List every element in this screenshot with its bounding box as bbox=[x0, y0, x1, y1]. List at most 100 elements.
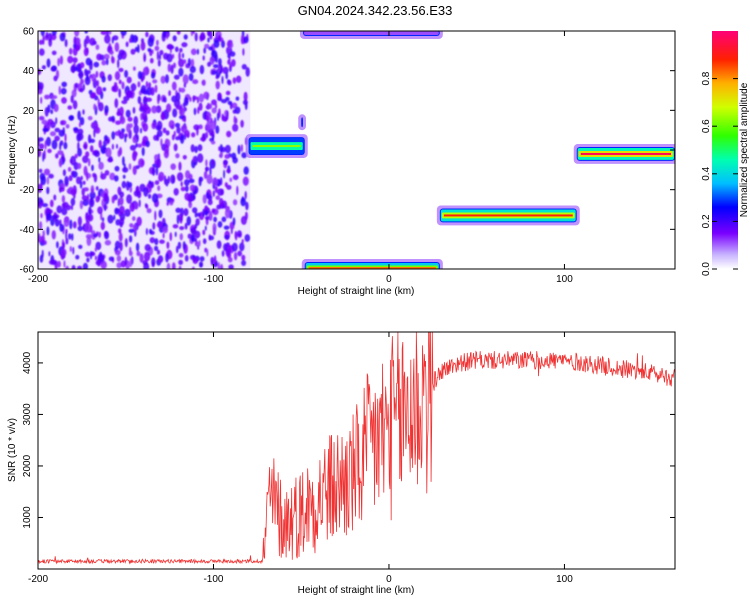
noise-blob bbox=[156, 158, 162, 168]
noise-blob bbox=[227, 100, 233, 105]
noise-blob bbox=[162, 127, 167, 134]
noise-blob bbox=[179, 115, 185, 120]
noise-blob bbox=[113, 214, 116, 221]
snr-y-tick-label: 2000 bbox=[22, 454, 33, 477]
heatmap-feature bbox=[573, 144, 675, 164]
noise-blob bbox=[96, 86, 103, 96]
noise-blob bbox=[244, 234, 251, 242]
noise-blob bbox=[145, 81, 149, 88]
noise-blob bbox=[158, 209, 163, 219]
noise-blob bbox=[167, 63, 171, 73]
noise-blob bbox=[150, 87, 155, 96]
noise-blob bbox=[82, 155, 89, 164]
noise-blob bbox=[180, 134, 185, 144]
noise-blob bbox=[171, 134, 175, 141]
noise-blob bbox=[169, 232, 173, 242]
noise-blob bbox=[216, 112, 220, 121]
noise-blob bbox=[91, 164, 94, 171]
noise-blob bbox=[63, 141, 68, 150]
noise-blob bbox=[187, 233, 192, 239]
noise-blob bbox=[173, 62, 176, 69]
noise-blob bbox=[139, 253, 144, 263]
noise-blob bbox=[190, 48, 197, 56]
noise-blob bbox=[133, 190, 140, 197]
noise-blob bbox=[184, 222, 188, 230]
noise-blob bbox=[59, 223, 64, 232]
noise-blob bbox=[84, 31, 88, 34]
noise-blob bbox=[159, 239, 165, 244]
noise-blob bbox=[245, 67, 250, 77]
noise-blob bbox=[98, 251, 103, 261]
noise-blob bbox=[148, 82, 152, 89]
noise-blob bbox=[48, 259, 56, 265]
noise-blob bbox=[154, 84, 158, 93]
noise-blob bbox=[165, 178, 169, 187]
noise-blob bbox=[143, 96, 148, 103]
noise-blob bbox=[106, 138, 110, 144]
snr-x-label: Height of straight line (km) bbox=[298, 585, 415, 596]
noise-blob bbox=[71, 265, 76, 269]
noise-blob bbox=[67, 167, 72, 172]
noise-blob bbox=[76, 133, 82, 142]
noise-blob bbox=[109, 172, 116, 181]
noise-blob bbox=[82, 83, 85, 91]
noise-blob bbox=[158, 257, 162, 264]
noise-blob bbox=[73, 44, 77, 49]
colorbar-label: Normalized spectral amplitude bbox=[739, 82, 750, 217]
noise-blob bbox=[223, 243, 228, 252]
noise-blob bbox=[241, 260, 247, 266]
noise-blob bbox=[185, 170, 191, 180]
noise-blob bbox=[151, 167, 156, 176]
noise-blob bbox=[173, 74, 180, 80]
noise-blob bbox=[166, 241, 170, 249]
noise-blob bbox=[217, 261, 220, 269]
noise-blob bbox=[232, 123, 239, 132]
noise-blob bbox=[108, 116, 114, 122]
noise-blob bbox=[190, 227, 197, 235]
noise-blob bbox=[206, 248, 209, 257]
spectrogram-x-tick-label: -200 bbox=[28, 274, 48, 285]
noise-blob bbox=[70, 188, 77, 196]
noise-blob bbox=[232, 217, 236, 226]
noise-blob bbox=[104, 170, 110, 176]
noise-blob bbox=[213, 64, 219, 69]
noise-blob bbox=[209, 166, 212, 177]
noise-blob bbox=[122, 156, 125, 166]
noise-blob bbox=[119, 191, 125, 198]
noise-blob bbox=[144, 244, 151, 252]
noise-blob bbox=[204, 209, 209, 216]
noise-blob bbox=[224, 234, 230, 240]
noise-blob bbox=[233, 252, 238, 261]
feature-core bbox=[580, 152, 671, 155]
noise-blob bbox=[38, 116, 45, 121]
noise-blob bbox=[89, 138, 96, 143]
noise-blob bbox=[179, 108, 185, 116]
noise-blob bbox=[156, 120, 163, 131]
noise-blob bbox=[242, 99, 248, 106]
noise-blob bbox=[166, 32, 169, 40]
noise-blob bbox=[183, 208, 189, 217]
noise-blob bbox=[124, 256, 128, 266]
noise-blob bbox=[221, 250, 225, 257]
noise-blob bbox=[154, 45, 160, 51]
noise-blob bbox=[114, 165, 120, 172]
noise-blob bbox=[108, 31, 112, 35]
noise-blob bbox=[41, 119, 48, 125]
spectrogram-y-tick-label: 20 bbox=[23, 106, 35, 117]
noise-blob bbox=[47, 104, 51, 113]
noise-blob bbox=[98, 231, 102, 238]
noise-blob bbox=[181, 42, 188, 48]
noise-blob bbox=[184, 185, 189, 193]
noise-blob bbox=[95, 195, 100, 203]
noise-blob bbox=[81, 195, 88, 201]
noise-blob bbox=[61, 97, 67, 104]
noise-blob bbox=[182, 74, 189, 85]
noise-blob bbox=[82, 180, 86, 185]
noise-blob bbox=[89, 145, 94, 153]
noise-blob bbox=[212, 177, 219, 186]
noise-blob bbox=[55, 117, 58, 125]
noise-blob bbox=[178, 265, 182, 269]
noise-blob bbox=[39, 254, 44, 263]
noise-blob bbox=[102, 87, 107, 92]
noise-blob bbox=[53, 194, 57, 201]
